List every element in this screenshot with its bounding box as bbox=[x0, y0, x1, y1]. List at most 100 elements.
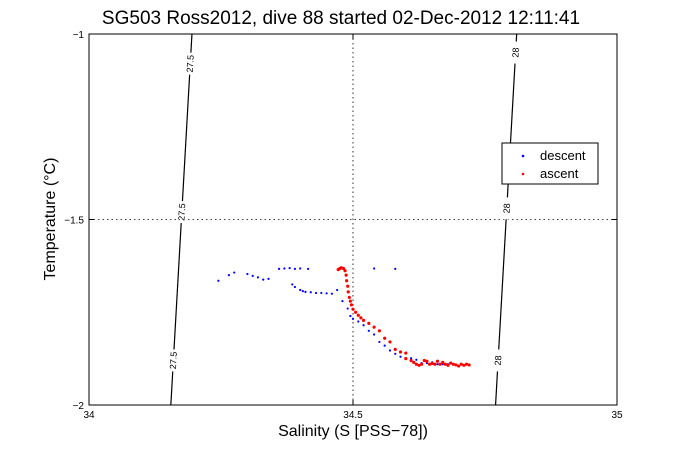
ascent-point bbox=[433, 362, 437, 366]
descent-point bbox=[373, 267, 376, 270]
ascent-point bbox=[464, 362, 469, 366]
descent-point bbox=[399, 355, 402, 358]
descent-point bbox=[373, 333, 376, 336]
descent-point bbox=[246, 272, 249, 276]
series-ascent bbox=[336, 266, 471, 368]
ascent-point bbox=[449, 361, 453, 365]
plot-area: 27.5 27.5 27.5 28 28 28 34 34.5 35 −2 −1.5 −1 bbox=[64, 30, 623, 421]
descent-point bbox=[293, 285, 297, 289]
ascent-point bbox=[417, 363, 421, 367]
contour-label-background bbox=[492, 349, 504, 372]
descent-point bbox=[251, 274, 254, 277]
ascent-point bbox=[459, 362, 463, 366]
descent-point bbox=[383, 344, 386, 347]
descent-point bbox=[362, 324, 365, 327]
descent-point bbox=[304, 290, 307, 293]
y-tick-label: −1.5 bbox=[64, 216, 84, 227]
ascent-point bbox=[451, 362, 455, 366]
contour-label: 28 bbox=[501, 203, 512, 214]
ascent-point bbox=[388, 340, 392, 344]
density-contours: 27.5 27.5 27.5 28 28 28 bbox=[167, 33, 522, 406]
descent-point bbox=[256, 276, 260, 279]
series-descent bbox=[217, 267, 450, 366]
contour-label-background bbox=[501, 197, 513, 220]
ascent-point bbox=[412, 360, 416, 364]
contour-label: 28 bbox=[493, 355, 504, 366]
legend-ascent-marker bbox=[521, 172, 525, 176]
descent-point bbox=[288, 267, 291, 270]
ascent-point bbox=[404, 357, 408, 361]
ascent-point bbox=[367, 321, 371, 325]
descent-point bbox=[299, 288, 302, 292]
legend-descent-label: descent bbox=[540, 148, 586, 163]
ascent-point bbox=[393, 347, 397, 351]
legend-ascent-label: ascent bbox=[540, 166, 579, 181]
ascent-point bbox=[443, 362, 447, 366]
descent-point bbox=[367, 329, 370, 332]
descent-point bbox=[378, 340, 381, 344]
ascent-point bbox=[457, 364, 461, 368]
x-tick-label: 34.5 bbox=[343, 410, 363, 421]
ascent-point bbox=[372, 325, 376, 329]
contour-label: 27.5 bbox=[185, 55, 196, 73]
density-contour-line bbox=[494, 33, 518, 406]
descent-point bbox=[217, 279, 220, 282]
ascent-point bbox=[361, 318, 366, 323]
data-series bbox=[217, 266, 471, 368]
descent-point bbox=[341, 300, 344, 303]
ascent-point bbox=[343, 269, 347, 273]
contour-label-background bbox=[184, 52, 196, 75]
descent-point bbox=[299, 267, 302, 270]
descent-point bbox=[394, 352, 397, 355]
descent-point bbox=[436, 363, 439, 366]
axis-ticks: 34 34.5 35 −2 −1.5 −1 bbox=[64, 30, 623, 421]
descent-point bbox=[301, 290, 304, 293]
descent-point bbox=[320, 291, 323, 295]
grid-lines bbox=[89, 34, 617, 405]
descent-point bbox=[267, 277, 270, 280]
ascent-point bbox=[462, 363, 466, 367]
legend-box bbox=[501, 142, 599, 185]
descent-point bbox=[307, 267, 310, 270]
descent-point bbox=[262, 278, 265, 281]
ascent-point bbox=[404, 351, 408, 355]
ascent-point bbox=[427, 362, 432, 366]
ascent-point bbox=[346, 290, 350, 294]
descent-point bbox=[330, 292, 333, 295]
ascent-point bbox=[467, 363, 471, 367]
contour-label: 28 bbox=[510, 47, 521, 58]
descent-point bbox=[309, 291, 312, 294]
ascent-point bbox=[348, 299, 352, 303]
ascent-point bbox=[446, 363, 450, 367]
ascent-point bbox=[377, 329, 381, 333]
ascent-point bbox=[398, 350, 403, 354]
descent-point bbox=[291, 283, 294, 286]
descent-point bbox=[283, 267, 286, 270]
y-tick-label: −1 bbox=[73, 30, 85, 41]
descent-point bbox=[346, 307, 349, 310]
y-axis-label: Temperature (°C) bbox=[42, 158, 59, 281]
descent-point bbox=[325, 292, 328, 295]
ascent-point bbox=[345, 279, 349, 283]
ascent-point bbox=[430, 361, 434, 366]
chart-title: SG503 Ross2012, dive 88 started 02-Dec-2… bbox=[102, 8, 580, 29]
ascent-point bbox=[347, 295, 351, 300]
ascent-point bbox=[383, 336, 387, 340]
descent-point bbox=[394, 267, 397, 270]
descent-point bbox=[314, 291, 318, 295]
descent-point bbox=[349, 314, 352, 318]
ascent-point bbox=[414, 362, 418, 366]
descent-point bbox=[233, 271, 236, 274]
contour-label-background bbox=[510, 41, 522, 64]
x-tick-label: 35 bbox=[611, 410, 623, 421]
ascent-point bbox=[344, 273, 348, 277]
ascent-point bbox=[441, 360, 445, 364]
x-axis-label: Salinity (S [PSS−78]) bbox=[278, 423, 428, 440]
ascent-point bbox=[420, 362, 424, 366]
descent-point bbox=[227, 274, 231, 277]
descent-point bbox=[415, 358, 418, 361]
descent-point bbox=[336, 288, 339, 292]
ascent-point bbox=[354, 310, 358, 314]
ascent-point bbox=[356, 313, 360, 317]
